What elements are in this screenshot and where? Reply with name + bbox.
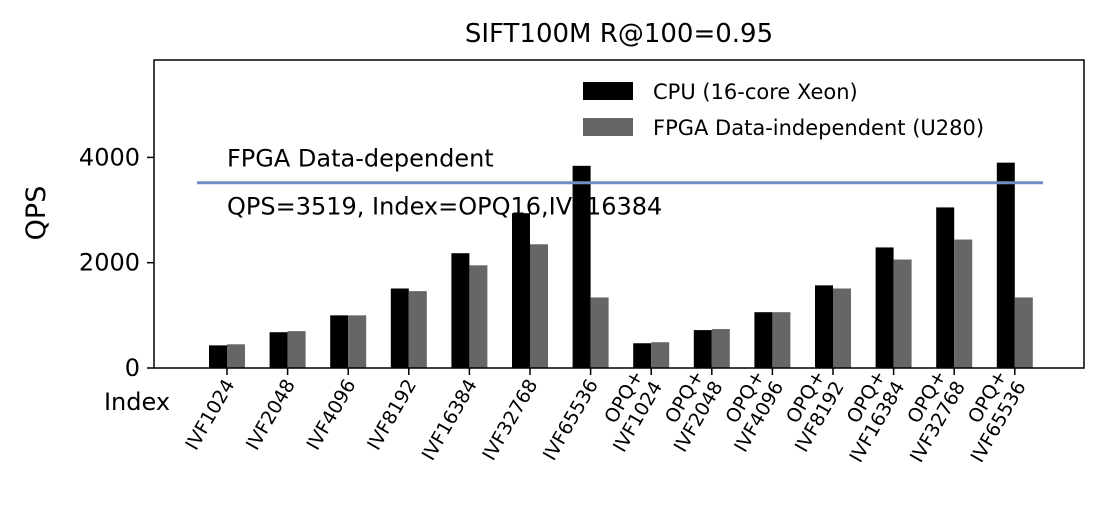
bar-cpu xyxy=(209,345,227,368)
bar-fpga-data-independent xyxy=(1014,297,1033,368)
bar-fpga-data-independent xyxy=(530,244,548,368)
x-tick-label: IVF4096 xyxy=(303,376,361,454)
legend-swatch-cpu xyxy=(583,82,633,100)
plot-frame xyxy=(153,59,1085,369)
bar-cpu xyxy=(996,162,1015,368)
bar-fpga-data-independent xyxy=(590,297,609,368)
x-tick-label: OPQ+IVF65536 xyxy=(947,367,1030,467)
x-tick-label: IVF1024 xyxy=(181,376,239,454)
bar-cpu xyxy=(936,207,955,368)
bar-fpga-data-independent xyxy=(469,265,488,368)
bar-cpu xyxy=(572,165,591,368)
bar-fpga-data-independent xyxy=(893,259,912,368)
x-tick-label: OPQ+IVF16384 xyxy=(826,367,909,467)
bar-fpga-data-independent xyxy=(651,342,670,368)
x-tick-label: OPQ+IVF32768 xyxy=(887,367,970,467)
x-tick-label: IVF2048 xyxy=(242,376,300,454)
bar-fpga-data-independent xyxy=(408,291,427,368)
bar-cpu xyxy=(390,288,409,368)
x-tick-label: IVF16384 xyxy=(418,376,482,465)
x-tick-label: OPQ+IVF1024 xyxy=(590,367,667,456)
x-axis-label: Index xyxy=(104,388,170,416)
bar-cpu xyxy=(269,332,288,368)
y-tick-label: 2000 xyxy=(79,249,140,277)
bar-fpga-data-independent xyxy=(954,239,973,368)
x-tick-label: IVF8192 xyxy=(363,376,421,454)
bar-cpu xyxy=(633,343,652,368)
bar-fpga-data-independent xyxy=(711,329,730,368)
bar-fpga-data-independent xyxy=(287,331,306,368)
bar-cpu xyxy=(693,330,712,368)
x-tick-label: OPQ+IVF8192 xyxy=(772,367,849,456)
bar-cpu xyxy=(512,213,530,368)
reference-line-annotation: QPS=3519, Index=OPQ16,IVF16384 xyxy=(227,193,662,221)
x-tick-label: IVF65536 xyxy=(539,376,603,465)
bar-cpu xyxy=(330,315,349,368)
legend-swatch-fpga xyxy=(583,118,633,136)
x-axis-ticks: IVF1024 IVF2048 IVF4096 IVF8192IVF16384IVF3… xyxy=(181,367,1030,467)
bar-series-group xyxy=(209,162,1033,368)
x-tick-label: OPQ+IVF2048 xyxy=(651,367,728,456)
bar-cpu xyxy=(451,253,470,368)
bar-cpu xyxy=(875,247,894,368)
x-tick-label: OPQ+IVF4096 xyxy=(711,367,788,456)
legend: CPU (16-core Xeon) FPGA Data-independent… xyxy=(583,80,984,140)
bar-fpga-data-independent xyxy=(772,312,791,368)
bar-cpu xyxy=(815,285,833,368)
reference-line-label: FPGA Data-dependent xyxy=(227,145,494,173)
legend-label-cpu: CPU (16-core Xeon) xyxy=(653,80,858,104)
bar-cpu xyxy=(754,312,773,368)
y-tick-label: 4000 xyxy=(79,143,140,171)
bar-fpga-data-independent xyxy=(348,315,367,368)
chart-title: SIFT100M R@100=0.95 xyxy=(465,19,773,49)
bar-fpga-data-independent xyxy=(833,288,851,368)
y-tick-label: 0 xyxy=(125,354,140,382)
y-axis-ticks: 0 2000 4000 xyxy=(79,143,154,382)
legend-label-fpga: FPGA Data-independent (U280) xyxy=(653,116,984,140)
bar-fpga-data-independent xyxy=(227,344,245,368)
x-tick-label: IVF32768 xyxy=(478,376,542,465)
y-axis-label: QPS xyxy=(21,186,52,241)
